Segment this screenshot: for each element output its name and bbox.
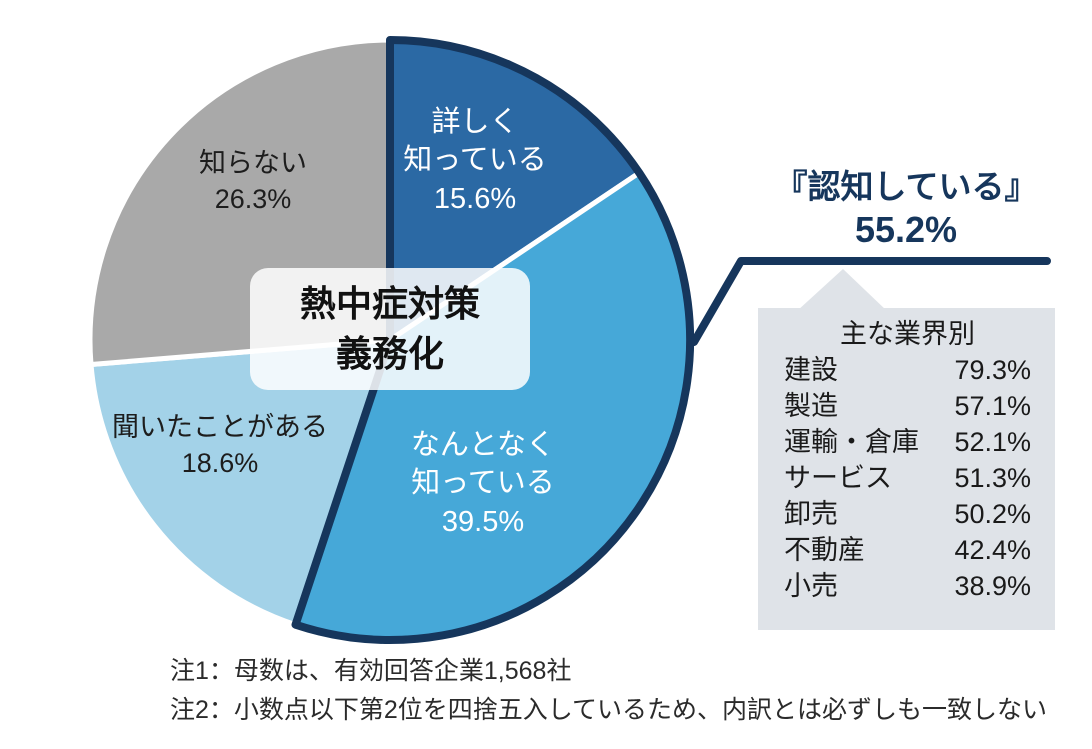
footnote-1: 注1：母数は、有効回答企業1,568社 (170, 657, 572, 685)
industry-row: 小売 38.9% (784, 568, 1031, 604)
industry-label: 運輸・倉庫 (784, 427, 919, 457)
aware-group-value: 55.2% (854, 209, 958, 251)
industry-row: 製造 57.1% (784, 388, 1031, 424)
chart-title-line2: 義務化 (335, 333, 444, 374)
industry-row: サービス 51.3% (784, 460, 1031, 496)
industry-row: 運輸・倉庫 52.1% (784, 424, 1031, 460)
industry-label: 卸売 (784, 499, 838, 529)
industry-label: 製造 (784, 391, 838, 421)
footnotes: 注1：母数は、有効回答企業1,568社 注2：小数点以下第2位を四捨五入している… (170, 652, 1070, 730)
industry-label: サービス (784, 463, 892, 493)
industry-row: 建設 79.3% (784, 352, 1031, 388)
industry-row: 卸売 50.2% (784, 496, 1031, 532)
footnote-2: 注2：小数点以下第2位を四捨五入しているため、内訳とは必ずしも一致しない (170, 696, 1048, 724)
industry-value: 57.1% (954, 391, 1031, 421)
industry-label: 小売 (784, 571, 838, 601)
aware-group-outline (291, 36, 695, 644)
panel-pointer-triangle (797, 269, 887, 311)
chart-title-box: 熱中症対策 義務化 (250, 268, 530, 390)
industry-row: 不動産 42.4% (784, 532, 1031, 568)
industry-label: 建設 (784, 355, 838, 385)
industry-breakdown-panel: 主な業界別 建設 79.3% 製造 57.1% 運輸・倉庫 52.1% サービス… (758, 308, 1055, 630)
aware-group-annotation: 『認知している』 55.2% (750, 166, 1062, 252)
industry-value: 42.4% (954, 535, 1031, 565)
industry-value: 52.1% (954, 427, 1031, 457)
industry-label: 不動産 (784, 535, 865, 565)
industry-panel-title: 主な業界別 (840, 319, 975, 349)
chart-title-line1: 熱中症対策 (299, 282, 480, 324)
industry-value: 51.3% (954, 463, 1031, 493)
industry-value: 38.9% (954, 571, 1031, 601)
industry-value: 79.3% (954, 355, 1031, 385)
leader-line (690, 257, 1051, 346)
industry-value: 50.2% (954, 499, 1031, 529)
aware-group-label: 『認知している』 (774, 168, 1038, 205)
